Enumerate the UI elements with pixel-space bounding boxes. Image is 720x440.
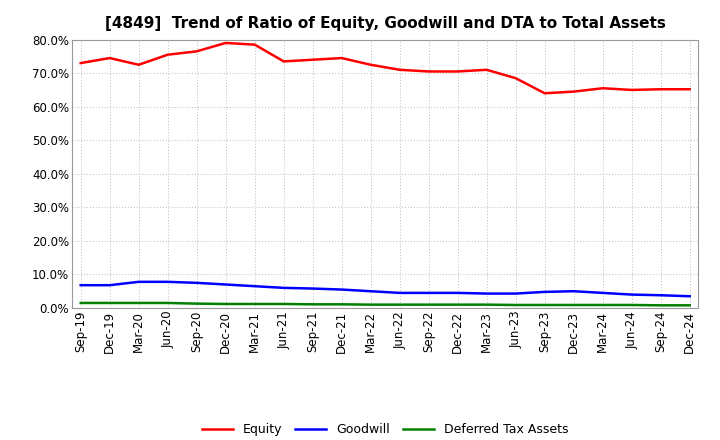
Deferred Tax Assets <box>482 302 491 307</box>
Deferred Tax Assets <box>627 302 636 308</box>
Goodwill <box>192 280 201 286</box>
Goodwill <box>570 289 578 294</box>
Title: [4849]  Trend of Ratio of Equity, Goodwill and DTA to Total Assets: [4849] Trend of Ratio of Equity, Goodwil… <box>105 16 665 32</box>
Goodwill <box>598 290 607 296</box>
Goodwill <box>279 285 288 290</box>
Goodwill <box>308 286 317 291</box>
Equity <box>685 87 694 92</box>
Equity <box>570 89 578 94</box>
Equity <box>221 40 230 46</box>
Deferred Tax Assets <box>251 301 259 307</box>
Goodwill <box>366 289 375 294</box>
Deferred Tax Assets <box>192 301 201 306</box>
Equity <box>454 69 462 74</box>
Equity <box>541 91 549 96</box>
Equity <box>627 87 636 92</box>
Equity <box>105 55 114 61</box>
Deferred Tax Assets <box>76 301 85 306</box>
Deferred Tax Assets <box>570 302 578 308</box>
Deferred Tax Assets <box>657 303 665 308</box>
Equity <box>338 55 346 61</box>
Goodwill <box>221 282 230 287</box>
Equity <box>366 62 375 67</box>
Equity <box>163 52 172 57</box>
Goodwill <box>395 290 404 296</box>
Legend: Equity, Goodwill, Deferred Tax Assets: Equity, Goodwill, Deferred Tax Assets <box>197 418 573 440</box>
Goodwill <box>163 279 172 285</box>
Deferred Tax Assets <box>541 302 549 308</box>
Goodwill <box>135 279 143 285</box>
Equity <box>511 76 520 81</box>
Equity <box>598 86 607 91</box>
Equity <box>424 69 433 74</box>
Goodwill <box>627 292 636 297</box>
Deferred Tax Assets <box>395 302 404 307</box>
Deferred Tax Assets <box>424 302 433 307</box>
Line: Goodwill: Goodwill <box>81 282 690 296</box>
Goodwill <box>338 287 346 292</box>
Deferred Tax Assets <box>338 302 346 307</box>
Goodwill <box>76 282 85 288</box>
Equity <box>135 62 143 67</box>
Goodwill <box>685 293 694 299</box>
Deferred Tax Assets <box>221 301 230 307</box>
Equity <box>279 59 288 64</box>
Deferred Tax Assets <box>279 301 288 307</box>
Deferred Tax Assets <box>511 302 520 308</box>
Deferred Tax Assets <box>454 302 462 307</box>
Equity <box>482 67 491 73</box>
Equity <box>251 42 259 47</box>
Goodwill <box>482 291 491 296</box>
Deferred Tax Assets <box>685 303 694 308</box>
Goodwill <box>251 283 259 289</box>
Goodwill <box>657 293 665 298</box>
Deferred Tax Assets <box>308 302 317 307</box>
Equity <box>657 87 665 92</box>
Deferred Tax Assets <box>163 301 172 306</box>
Line: Deferred Tax Assets: Deferred Tax Assets <box>81 303 690 305</box>
Equity <box>395 67 404 73</box>
Goodwill <box>541 289 549 294</box>
Deferred Tax Assets <box>366 302 375 307</box>
Deferred Tax Assets <box>598 302 607 308</box>
Equity <box>76 60 85 66</box>
Equity <box>192 49 201 54</box>
Goodwill <box>454 290 462 296</box>
Line: Equity: Equity <box>81 43 690 93</box>
Deferred Tax Assets <box>135 301 143 306</box>
Goodwill <box>424 290 433 296</box>
Equity <box>308 57 317 62</box>
Goodwill <box>511 291 520 296</box>
Deferred Tax Assets <box>105 301 114 306</box>
Goodwill <box>105 282 114 288</box>
